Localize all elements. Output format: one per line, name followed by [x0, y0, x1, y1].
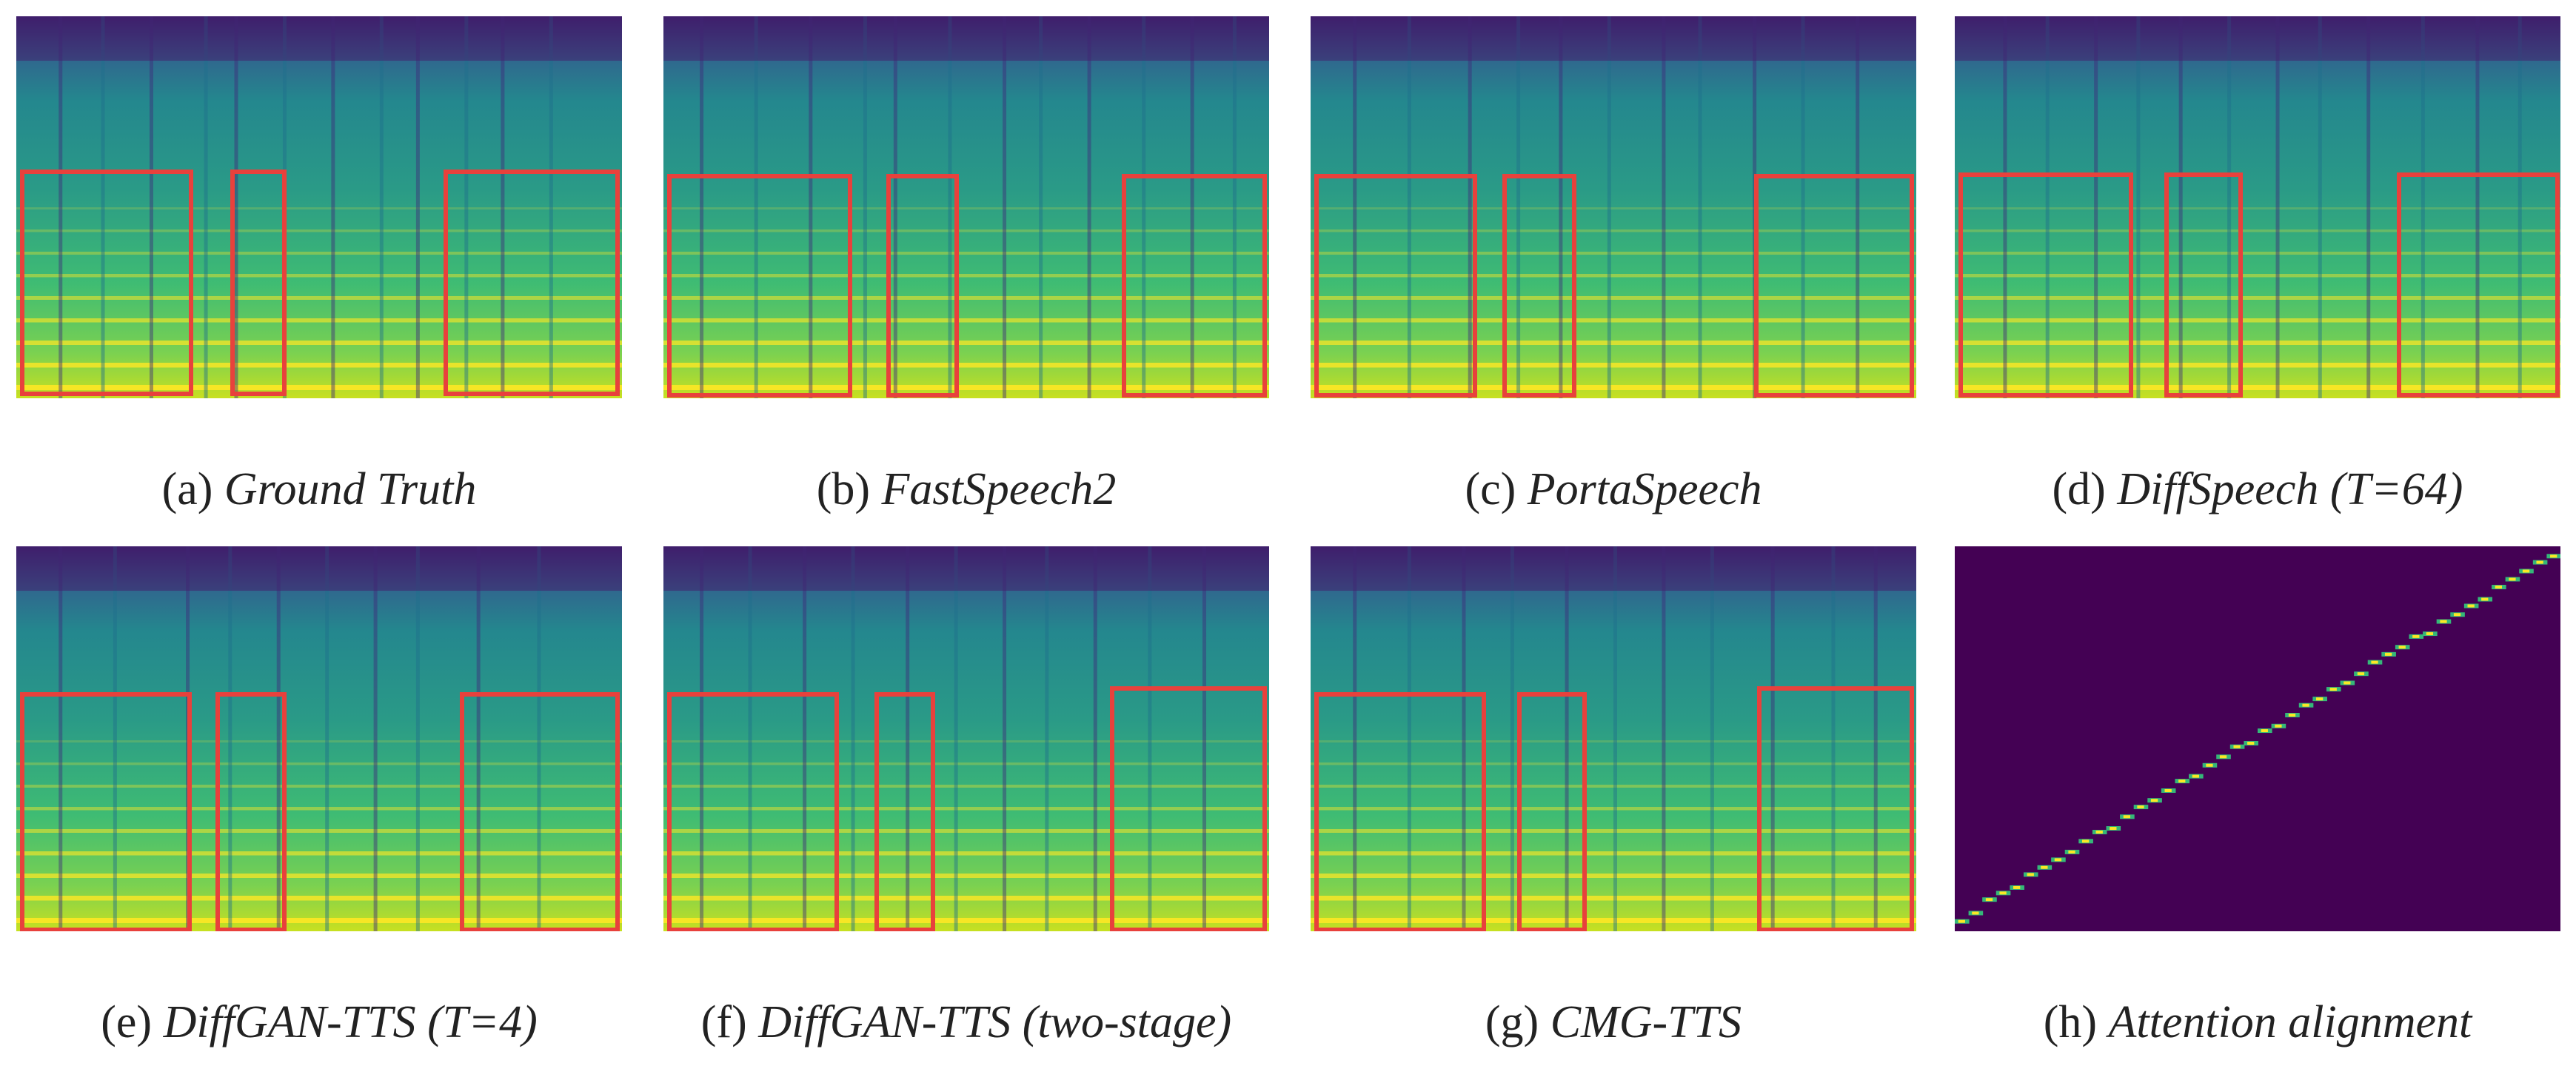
caption-name: FastSpeech2	[881, 464, 1117, 514]
highlight-box-2	[886, 174, 959, 398]
caption-name: DiffGAN-TTS (T=4)	[163, 997, 538, 1047]
highlight-box-3	[460, 692, 620, 931]
highlight-box-1	[1314, 692, 1486, 931]
highlight-box-1	[667, 692, 839, 931]
caption-label: (e)	[101, 997, 153, 1047]
caption-label: (a)	[161, 464, 213, 514]
highlight-box-1	[1958, 172, 2133, 398]
caption-cmg-tts: (g) CMG-TTS	[1311, 999, 1916, 1045]
highlight-box-2	[230, 170, 287, 396]
caption-diffgan-tts-two-stage: (f) DiffGAN-TTS (two-stage)	[663, 999, 1269, 1045]
highlight-box-3	[1757, 686, 1914, 931]
caption-label: (g)	[1485, 997, 1539, 1047]
alignment-background	[1955, 546, 2560, 931]
spectral-striations	[2003, 16, 2522, 398]
spectrogram-top-band	[663, 16, 1269, 61]
caption-label: (h)	[2043, 997, 2098, 1047]
spectrogram-background	[1955, 16, 2560, 398]
spectrogram-background	[1311, 546, 1916, 931]
spectrogram-ground-truth	[16, 16, 622, 398]
spectral-striations	[700, 16, 1237, 398]
caption-label: (b)	[816, 464, 870, 514]
caption-label: (d)	[2052, 464, 2106, 514]
spectral-striations	[700, 546, 1207, 931]
highlight-box-3	[444, 170, 620, 396]
caption-portaspeech: (c) PortaSpeech	[1311, 466, 1916, 512]
harmonic-bands	[1955, 207, 2560, 390]
highlight-box-2	[1517, 692, 1587, 931]
spectrogram-top-band	[663, 546, 1269, 591]
highlight-box-2	[1502, 174, 1576, 398]
highlight-box-1	[667, 174, 852, 398]
harmonic-bands	[663, 207, 1269, 390]
caption-label: (c)	[1465, 464, 1516, 514]
caption-diffspeech: (d) DiffSpeech (T=64)	[1955, 466, 2560, 512]
caption-label: (f)	[700, 997, 747, 1047]
highlight-box-3	[1754, 174, 1914, 398]
alignment-path	[1955, 554, 2560, 924]
spectrogram-background	[663, 16, 1269, 398]
highlight-box-1	[1314, 174, 1477, 398]
attention-alignment-plot	[1955, 546, 2560, 931]
harmonic-bands	[663, 740, 1269, 923]
spectrogram-diffgan-tts-t4	[16, 546, 622, 931]
spectrogram-background	[1311, 16, 1916, 398]
highlight-box-3	[2397, 172, 2560, 398]
caption-name: CMG-TTS	[1550, 997, 1742, 1047]
caption-ground-truth: (a) Ground Truth	[16, 466, 622, 512]
highlight-box-1	[20, 692, 192, 931]
spectral-striations	[1353, 546, 1878, 931]
spectrogram-top-band	[1955, 16, 2560, 61]
spectrogram-top-band	[16, 16, 622, 61]
highlight-box-3	[1122, 174, 1267, 398]
caption-name: Attention alignment	[2108, 997, 2472, 1047]
highlight-box-3	[1110, 686, 1267, 931]
spectrogram-top-band	[1311, 546, 1916, 591]
spectrogram-background	[16, 546, 622, 931]
spectrogram-fastspeech2	[663, 16, 1269, 398]
spectrogram-top-band	[16, 546, 622, 591]
caption-attention-alignment: (h) Attention alignment	[1955, 999, 2560, 1045]
spectrogram-background	[663, 546, 1269, 931]
spectrogram-cmg-tts	[1311, 546, 1916, 931]
caption-name: PortaSpeech	[1527, 464, 1762, 514]
harmonic-bands	[16, 207, 622, 390]
spectrogram-background	[16, 16, 622, 398]
caption-name: DiffSpeech (T=64)	[2117, 464, 2463, 514]
spectrogram-portaspeech	[1311, 16, 1916, 398]
spectrogram-diffgan-tts-two-stage	[663, 546, 1269, 931]
caption-fastspeech2: (b) FastSpeech2	[663, 466, 1269, 512]
caption-name: DiffGAN-TTS (two-stage)	[758, 997, 1232, 1047]
harmonic-bands	[1311, 207, 1916, 390]
highlight-box-2	[2164, 172, 2243, 398]
caption-diffgan-tts-t4: (e) DiffGAN-TTS (T=4)	[16, 999, 622, 1045]
spectrogram-top-band	[1311, 16, 1916, 61]
highlight-box-1	[20, 170, 193, 396]
harmonic-bands	[16, 740, 622, 923]
highlight-box-2	[215, 692, 287, 931]
spectrogram-diffspeech	[1955, 16, 2560, 398]
harmonic-bands	[1311, 740, 1916, 923]
caption-name: Ground Truth	[224, 464, 477, 514]
highlight-box-2	[874, 692, 935, 931]
